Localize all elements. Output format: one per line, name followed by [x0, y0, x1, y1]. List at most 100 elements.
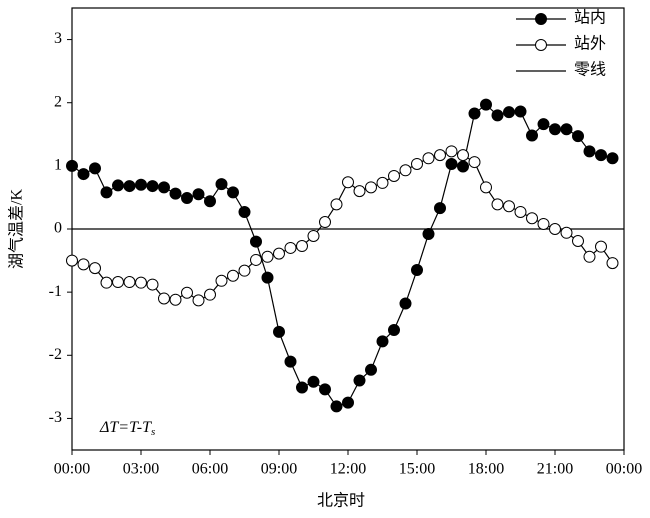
data-point	[388, 324, 400, 337]
data-point	[100, 186, 113, 199]
x-tick-label: 12:00	[330, 461, 366, 478]
data-point	[595, 240, 607, 253]
legend-marker	[535, 39, 547, 51]
data-point	[112, 276, 124, 289]
x-tick-label: 03:00	[123, 461, 159, 478]
data-point	[261, 250, 274, 263]
data-point	[169, 293, 182, 306]
data-point	[307, 375, 320, 388]
data-point	[66, 159, 78, 172]
series-line	[71, 150, 613, 302]
annotation: ΔT=T-Ts	[99, 419, 155, 438]
y-tick-label: -1	[49, 283, 62, 300]
data-point	[572, 234, 584, 247]
data-point	[273, 325, 285, 338]
data-point	[181, 192, 193, 205]
data-point	[250, 253, 262, 266]
x-tick-label: 00:00	[606, 461, 642, 478]
data-point	[135, 178, 147, 191]
data-point	[135, 276, 147, 289]
x-axis-label: 北京时	[317, 492, 365, 510]
data-point	[583, 250, 596, 263]
data-point	[514, 105, 527, 118]
data-point	[273, 247, 285, 260]
series-line	[71, 103, 613, 408]
data-point	[606, 152, 619, 165]
data-point	[468, 107, 481, 120]
data-point	[330, 400, 343, 413]
data-point	[284, 355, 297, 368]
data-point	[342, 396, 354, 409]
y-tick-label: -2	[49, 346, 62, 363]
data-point	[503, 106, 515, 119]
data-point	[112, 179, 124, 192]
data-point	[422, 152, 435, 165]
annotation-sub: s	[151, 426, 155, 438]
data-point	[89, 262, 101, 275]
data-point	[365, 363, 377, 376]
data-point	[169, 187, 182, 200]
data-point	[549, 223, 561, 235]
data-point	[215, 274, 228, 287]
y-tick-label: 1	[54, 157, 62, 174]
y-tick-label: -3	[49, 409, 62, 426]
data-point	[227, 186, 239, 199]
data-point	[411, 264, 423, 277]
data-point	[146, 180, 159, 193]
data-point	[307, 229, 320, 242]
legend-label: 站外	[574, 35, 606, 53]
data-point	[583, 145, 596, 158]
data-point	[353, 374, 366, 387]
y-axis-label: 湖气温差/K	[8, 189, 26, 269]
data-point	[158, 181, 170, 194]
data-point	[537, 217, 550, 230]
data-point	[319, 216, 331, 229]
x-tick-label: 06:00	[192, 461, 228, 478]
data-point	[330, 198, 343, 211]
x-tick-label: 00:00	[54, 461, 90, 478]
legend-label: 零线	[574, 61, 606, 79]
legend-label: 站内	[574, 9, 606, 27]
data-point	[376, 176, 389, 189]
data-point	[434, 149, 446, 162]
data-point	[192, 188, 205, 201]
annotation-main: ΔT=T-T	[99, 419, 152, 436]
data-point	[250, 235, 262, 248]
data-point	[158, 292, 170, 305]
data-point	[560, 123, 573, 136]
data-point	[77, 258, 90, 271]
data-point	[595, 149, 607, 162]
data-point	[353, 185, 366, 198]
data-point	[457, 149, 469, 162]
data-point	[411, 157, 423, 170]
data-point	[480, 98, 492, 111]
data-point	[204, 288, 216, 301]
y-tick-label: 2	[54, 93, 62, 110]
data-point	[296, 381, 308, 394]
data-point	[503, 200, 515, 213]
data-point	[261, 271, 274, 284]
data-point	[77, 168, 90, 181]
data-point	[123, 180, 136, 193]
data-point	[526, 212, 538, 225]
data-point	[549, 123, 561, 136]
x-tick-label: 21:00	[537, 461, 573, 478]
y-tick-label: 0	[54, 220, 62, 237]
data-point	[100, 276, 113, 289]
data-point	[526, 129, 538, 142]
x-tick-label: 18:00	[468, 461, 504, 478]
data-point	[66, 254, 78, 267]
data-point	[204, 195, 216, 208]
data-point	[572, 130, 584, 143]
data-point	[457, 160, 469, 173]
data-point	[365, 181, 377, 194]
x-tick-label: 15:00	[399, 461, 435, 478]
data-point	[319, 383, 331, 396]
data-point	[491, 198, 504, 211]
data-point	[445, 145, 458, 158]
data-point	[480, 181, 492, 194]
data-point	[181, 286, 193, 299]
data-point	[468, 156, 481, 169]
data-point	[422, 228, 435, 241]
